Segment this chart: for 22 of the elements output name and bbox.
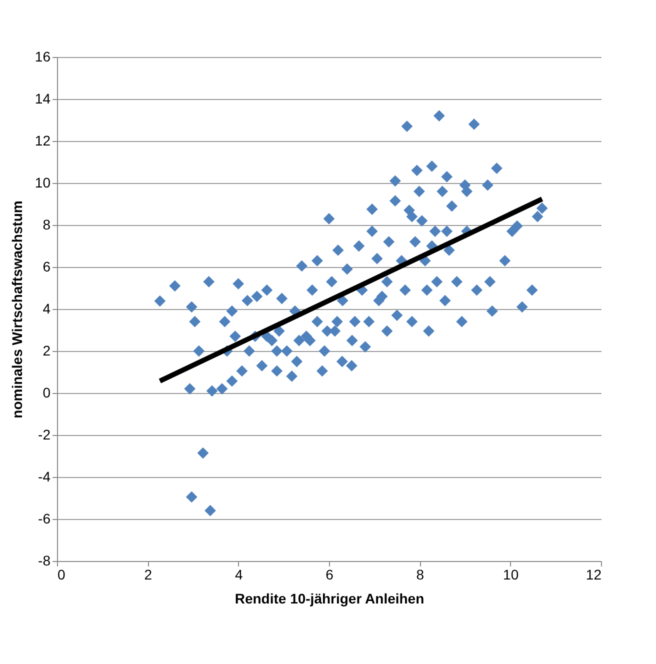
y-tick-label: -4 (38, 468, 51, 484)
y-tick-label: -2 (38, 426, 51, 442)
x-tick-label: 8 (416, 566, 424, 582)
y-tick-label: 10 (34, 174, 51, 190)
y-axis-title: nominales Wirtschaftswachstum (8, 200, 25, 418)
x-axis-title: Rendite 10-jähriger Anleihen (234, 590, 424, 606)
y-tick-label: 16 (34, 48, 51, 64)
y-tick-label: 6 (42, 258, 51, 274)
x-tick-label: 0 (58, 566, 66, 582)
y-tick-label: 0 (42, 384, 51, 400)
y-tick-label: 12 (34, 132, 51, 148)
y-tick-label: -6 (38, 510, 51, 526)
x-tick-label: 4 (234, 566, 243, 582)
x-tick-label: 12 (586, 566, 602, 582)
y-tick-label: 2 (42, 342, 51, 358)
y-tick-label: 4 (42, 300, 51, 316)
y-tick-label: -8 (38, 552, 51, 568)
y-tick-label: 14 (34, 90, 51, 106)
y-tick-label: 8 (42, 216, 51, 232)
x-tick-label: 10 (503, 566, 519, 582)
x-tick-label: 2 (144, 566, 152, 582)
x-tick-label: 6 (326, 566, 334, 582)
